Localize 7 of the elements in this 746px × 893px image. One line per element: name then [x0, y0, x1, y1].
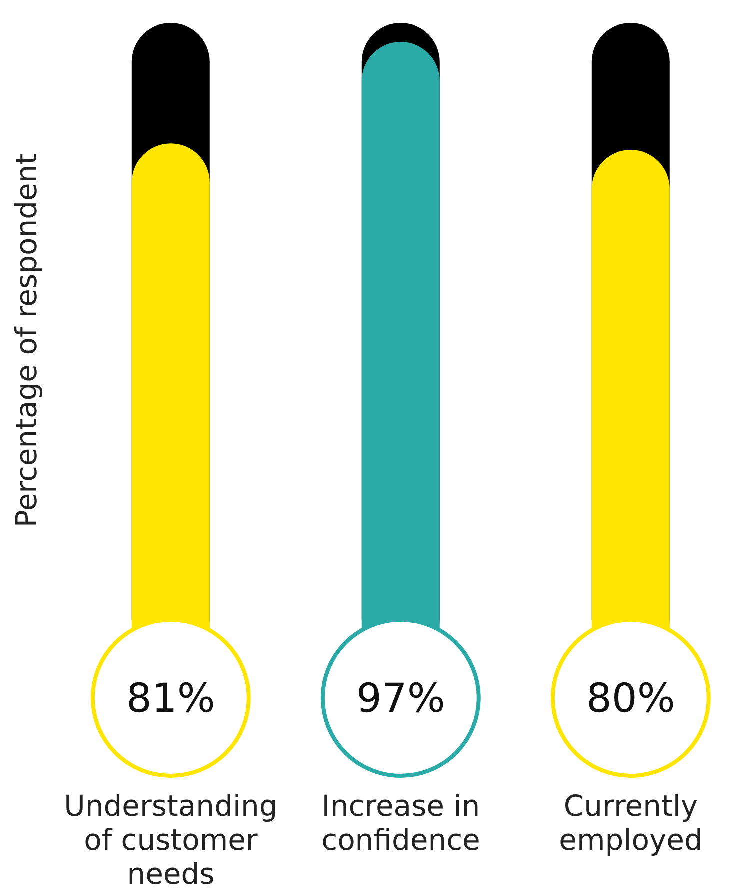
- data-label: 80%: [586, 676, 676, 722]
- y-axis-title: Percentage of respondent: [9, 153, 44, 528]
- x-tick-label: Understanding of customer needs: [64, 789, 278, 891]
- data-label: 97%: [356, 676, 446, 722]
- x-tick-label: Increase in confidence: [322, 789, 480, 857]
- x-tick-label: Currently employed: [559, 789, 703, 857]
- data-label: 81%: [126, 676, 216, 722]
